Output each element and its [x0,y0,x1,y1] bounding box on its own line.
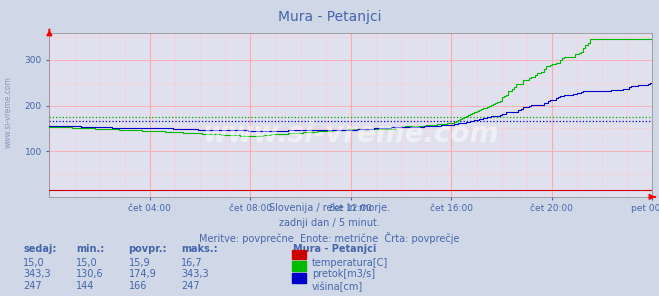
Text: 15,0: 15,0 [76,258,98,268]
Text: 130,6: 130,6 [76,269,103,279]
Text: temperatura[C]: temperatura[C] [312,258,388,268]
Text: 247: 247 [23,281,42,291]
Text: Mura - Petanjci: Mura - Petanjci [277,10,382,24]
Text: 174,9: 174,9 [129,269,156,279]
Text: pretok[m3/s]: pretok[m3/s] [312,269,375,279]
Text: 15,9: 15,9 [129,258,150,268]
Text: 343,3: 343,3 [181,269,209,279]
Text: 16,7: 16,7 [181,258,203,268]
Text: Slovenija / reke in morje.: Slovenija / reke in morje. [269,203,390,213]
Text: 15,0: 15,0 [23,258,45,268]
Text: povpr.:: povpr.: [129,244,167,254]
Text: 247: 247 [181,281,200,291]
Text: 166: 166 [129,281,147,291]
Text: višina[cm]: višina[cm] [312,281,363,292]
Text: min.:: min.: [76,244,104,254]
Text: 343,3: 343,3 [23,269,51,279]
Text: zadnji dan / 5 minut.: zadnji dan / 5 minut. [279,218,380,228]
Text: www.si-vreme.com: www.si-vreme.com [203,120,499,148]
Text: Mura - Petanjci: Mura - Petanjci [293,244,377,254]
Text: www.si-vreme.com: www.si-vreme.com [3,77,13,148]
Text: maks.:: maks.: [181,244,218,254]
Text: Meritve: povprečne  Enote: metrične  Črta: povprečje: Meritve: povprečne Enote: metrične Črta:… [199,232,460,244]
Text: sedaj:: sedaj: [23,244,57,254]
Text: 144: 144 [76,281,94,291]
